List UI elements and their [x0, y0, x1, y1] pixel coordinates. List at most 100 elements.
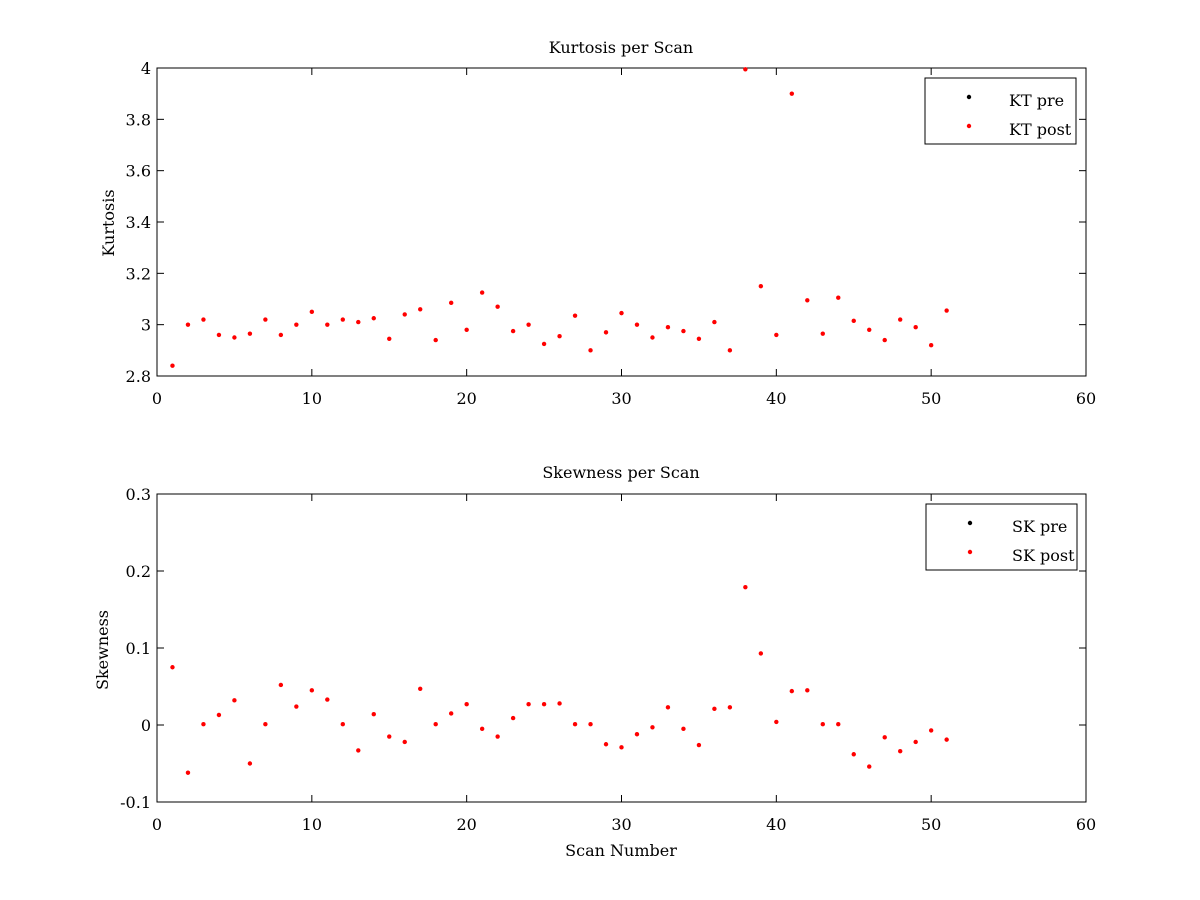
- skewness-marker: [696, 742, 702, 748]
- kurtosis-y-tick-label: 2.8: [126, 367, 151, 386]
- skewness-marker: [433, 722, 438, 727]
- skewness-x-tick-label: 50: [921, 815, 941, 834]
- kurtosis-y-tick-label: 4: [141, 59, 151, 78]
- skewness-marker: [387, 734, 392, 739]
- skewness-marker: [325, 697, 330, 702]
- skewness-marker: [681, 726, 686, 732]
- legend-label-kt-pre: KT pre: [1009, 91, 1064, 110]
- kurtosis-marker: [851, 318, 856, 324]
- skewness-marker: [464, 702, 469, 707]
- skewness-marker: [309, 688, 315, 693]
- kurtosis-marker: [867, 327, 872, 332]
- kurtosis-marker: [805, 298, 810, 303]
- skewness-marker: [727, 705, 733, 710]
- kurtosis-marker: [325, 322, 330, 327]
- kurtosis-marker: [387, 336, 392, 341]
- skewness-marker: [774, 719, 779, 725]
- skewness-marker: [913, 739, 918, 745]
- kurtosis-marker: [201, 317, 206, 322]
- kurtosis-y-tick-label: 3: [141, 316, 151, 335]
- kurtosis-marker: [356, 319, 361, 325]
- kurtosis-marker: [650, 335, 655, 340]
- skewness-marker: [820, 722, 825, 727]
- kurtosis-marker: [557, 334, 562, 339]
- kurtosis-marker: [340, 317, 345, 322]
- kurtosis-marker: [371, 316, 376, 321]
- kurtosis-plot: Kurtosis per Scan Kurtosis 0 10 20 30 40 50 60…: [99, 38, 1096, 408]
- kurtosis-x-tick-label: 10: [302, 389, 322, 408]
- skewness-marker: [836, 722, 841, 727]
- skewness-x-tick-label: 40: [766, 815, 786, 834]
- skewness-marker: [448, 711, 454, 716]
- kurtosis-y-tick-label: 3.4: [126, 213, 151, 232]
- kurtosis-marker: [263, 317, 268, 322]
- kurtosis-marker: [247, 331, 253, 336]
- skewness-x-tick-label: 20: [456, 815, 476, 834]
- skewness-y-tick-label: 0.1: [126, 639, 151, 658]
- skewness-marker: [541, 702, 547, 707]
- kurtosis-marker: [743, 67, 748, 72]
- skewness-plot: Skewness per Scan Skewness Scan Number 0…: [93, 463, 1096, 860]
- skewness-marker: [603, 742, 609, 747]
- kurtosis-x-tick-label: 50: [921, 389, 941, 408]
- skewness-marker: [882, 735, 887, 740]
- skewness-ticks: 0 10 20 30 40 50 60-0.100.10.20.3: [120, 485, 1096, 834]
- kurtosis-marker: [185, 322, 191, 327]
- kurtosis-legend: KT pre KT post: [924, 77, 1077, 145]
- kurtosis-x-tick-label: 20: [456, 389, 476, 408]
- kurtosis-marker: [898, 317, 903, 322]
- skewness-markers: [170, 584, 949, 775]
- kurtosis-marker: [232, 335, 237, 340]
- skewness-marker: [650, 725, 655, 730]
- skewness-marker: [247, 761, 253, 766]
- legend-marker-kt-post: [966, 123, 972, 129]
- legend-label-sk-pre: SK pre: [1012, 517, 1067, 536]
- kurtosis-marker: [696, 336, 702, 341]
- kurtosis-marker: [820, 331, 825, 336]
- kurtosis-x-tick-label: 0: [152, 389, 162, 408]
- skewness-marker: [495, 734, 500, 739]
- legend-marker-sk-post: [967, 549, 973, 555]
- kurtosis-plot-title: Kurtosis per Scan: [549, 38, 693, 57]
- skewness-marker: [263, 722, 268, 727]
- skewness-x-tick-label: 30: [611, 815, 631, 834]
- skewness-plot-title: Skewness per Scan: [542, 463, 699, 482]
- skewness-marker: [418, 686, 423, 692]
- kurtosis-marker: [758, 283, 764, 289]
- skewness-marker: [356, 748, 361, 753]
- skewness-marker: [170, 665, 175, 670]
- kurtosis-marker: [836, 295, 841, 300]
- kurtosis-marker: [170, 363, 175, 368]
- kurtosis-marker: [402, 312, 407, 317]
- kurtosis-marker: [882, 337, 887, 343]
- skewness-marker: [402, 739, 407, 745]
- kurtosis-marker: [278, 332, 284, 338]
- kurtosis-markers: [170, 67, 949, 368]
- kurtosis-marker: [727, 348, 733, 353]
- skewness-x-tick-label: 60: [1076, 815, 1096, 834]
- skewness-marker: [789, 688, 795, 694]
- skewness-marker: [712, 706, 717, 712]
- skewness-marker: [479, 726, 485, 732]
- skewness-marker: [278, 682, 284, 688]
- legend-label-sk-post: SK post: [1012, 546, 1075, 565]
- kurtosis-legend-box: [924, 77, 1077, 145]
- kurtosis-marker: [495, 304, 500, 309]
- kurtosis-marker: [634, 322, 640, 327]
- skewness-marker: [928, 728, 934, 733]
- skewness-marker: [851, 752, 856, 757]
- kurtosis-marker: [712, 319, 717, 325]
- skewness-marker: [294, 704, 299, 709]
- kurtosis-marker: [464, 327, 469, 332]
- kurtosis-marker: [479, 290, 485, 295]
- kurtosis-marker: [681, 328, 686, 334]
- kurtosis-x-tick-label: 30: [611, 389, 631, 408]
- skewness-marker: [557, 701, 562, 706]
- kurtosis-marker: [588, 348, 593, 353]
- kurtosis-marker: [294, 322, 299, 327]
- kurtosis-marker: [433, 337, 438, 343]
- skewness-marker: [185, 770, 191, 775]
- skewness-y-axis-label: Skewness: [93, 610, 112, 690]
- skewness-marker: [371, 712, 376, 717]
